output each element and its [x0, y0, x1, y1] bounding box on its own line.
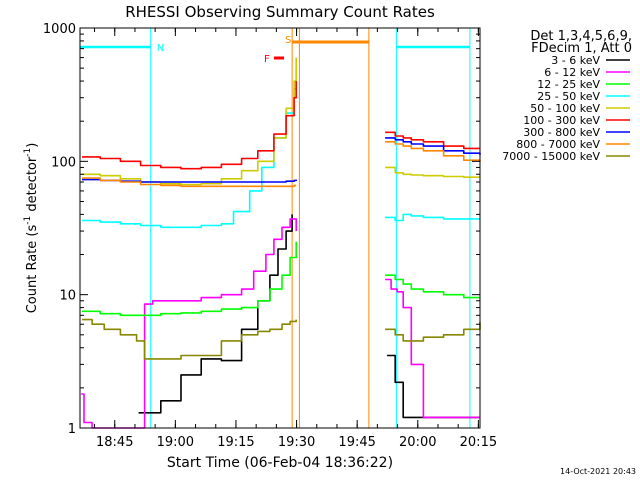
- night-flag-label: N: [157, 43, 164, 54]
- series-line: [82, 141, 481, 188]
- y-axis-label-exponent: -1: [23, 216, 33, 225]
- legend-entry-label: 100 - 300 keV: [523, 114, 600, 127]
- legend: Det 1,3,4,5,6,9, FDecim 1, Att 0 3 - 6 k…: [502, 29, 632, 163]
- y-tick-label: 10: [59, 289, 76, 304]
- legend-header-decimation: FDecim 1, Att 0: [531, 41, 632, 56]
- y-axis-label-part: detector: [25, 156, 40, 216]
- legend-entry-label: 300 - 800 keV: [523, 126, 600, 139]
- plot-frame: [79, 27, 481, 429]
- legend-header-detectors: Det 1,3,4,5,6,9,: [530, 29, 632, 44]
- legend-entry-label: 6 - 12 keV: [544, 66, 600, 79]
- y-axis-label-part: Count Rate (s: [25, 225, 40, 314]
- x-tick-label: 19:45: [338, 435, 375, 450]
- y-axis-label-part: ): [25, 143, 40, 148]
- series-line: [82, 318, 481, 360]
- x-tick-label: 20:15: [460, 435, 497, 450]
- flare-flag-label: F: [264, 54, 270, 65]
- x-tick-label: 19:30: [278, 435, 315, 450]
- series-line: [82, 81, 480, 170]
- legend-entry-label: 800 - 7000 keV: [516, 138, 600, 151]
- legend-entry-label: 25 - 50 keV: [537, 90, 600, 103]
- y-axis-label-exponent: -1: [23, 148, 33, 157]
- x-tick-label: 20:00: [399, 435, 436, 450]
- legend-entry-label: 50 - 100 keV: [530, 102, 600, 115]
- legend-entry-label: 3 - 6 keV: [551, 54, 600, 67]
- legend-entry-label: 12 - 25 keV: [537, 78, 600, 91]
- x-axis-label: Start Time (06-Feb-04 18:36:22): [167, 455, 393, 471]
- series-line: [82, 241, 480, 317]
- saa-flag-label: S: [285, 35, 291, 46]
- y-tick-label: 1000: [43, 22, 76, 37]
- y-axis-label: Count Rate (s-1 detector-1): [23, 143, 40, 314]
- axes-ticks: 18:45 19:00 19:15 19:30 19:45 20:00 20:15 1 10 10…: [43, 22, 497, 450]
- y-tick-label: 1: [68, 422, 76, 437]
- x-tick-label: 18:45: [96, 435, 133, 450]
- legend-entry-label: 7000 - 15000 keV: [502, 150, 600, 163]
- chart-title: RHESSI Observing Summary Count Rates: [125, 3, 435, 21]
- x-tick-label: 19:15: [217, 435, 254, 450]
- y-tick-label: 100: [51, 155, 76, 170]
- timestamp: 14-Oct-2021 20:43: [560, 467, 636, 476]
- x-tick-label: 19:00: [157, 435, 194, 450]
